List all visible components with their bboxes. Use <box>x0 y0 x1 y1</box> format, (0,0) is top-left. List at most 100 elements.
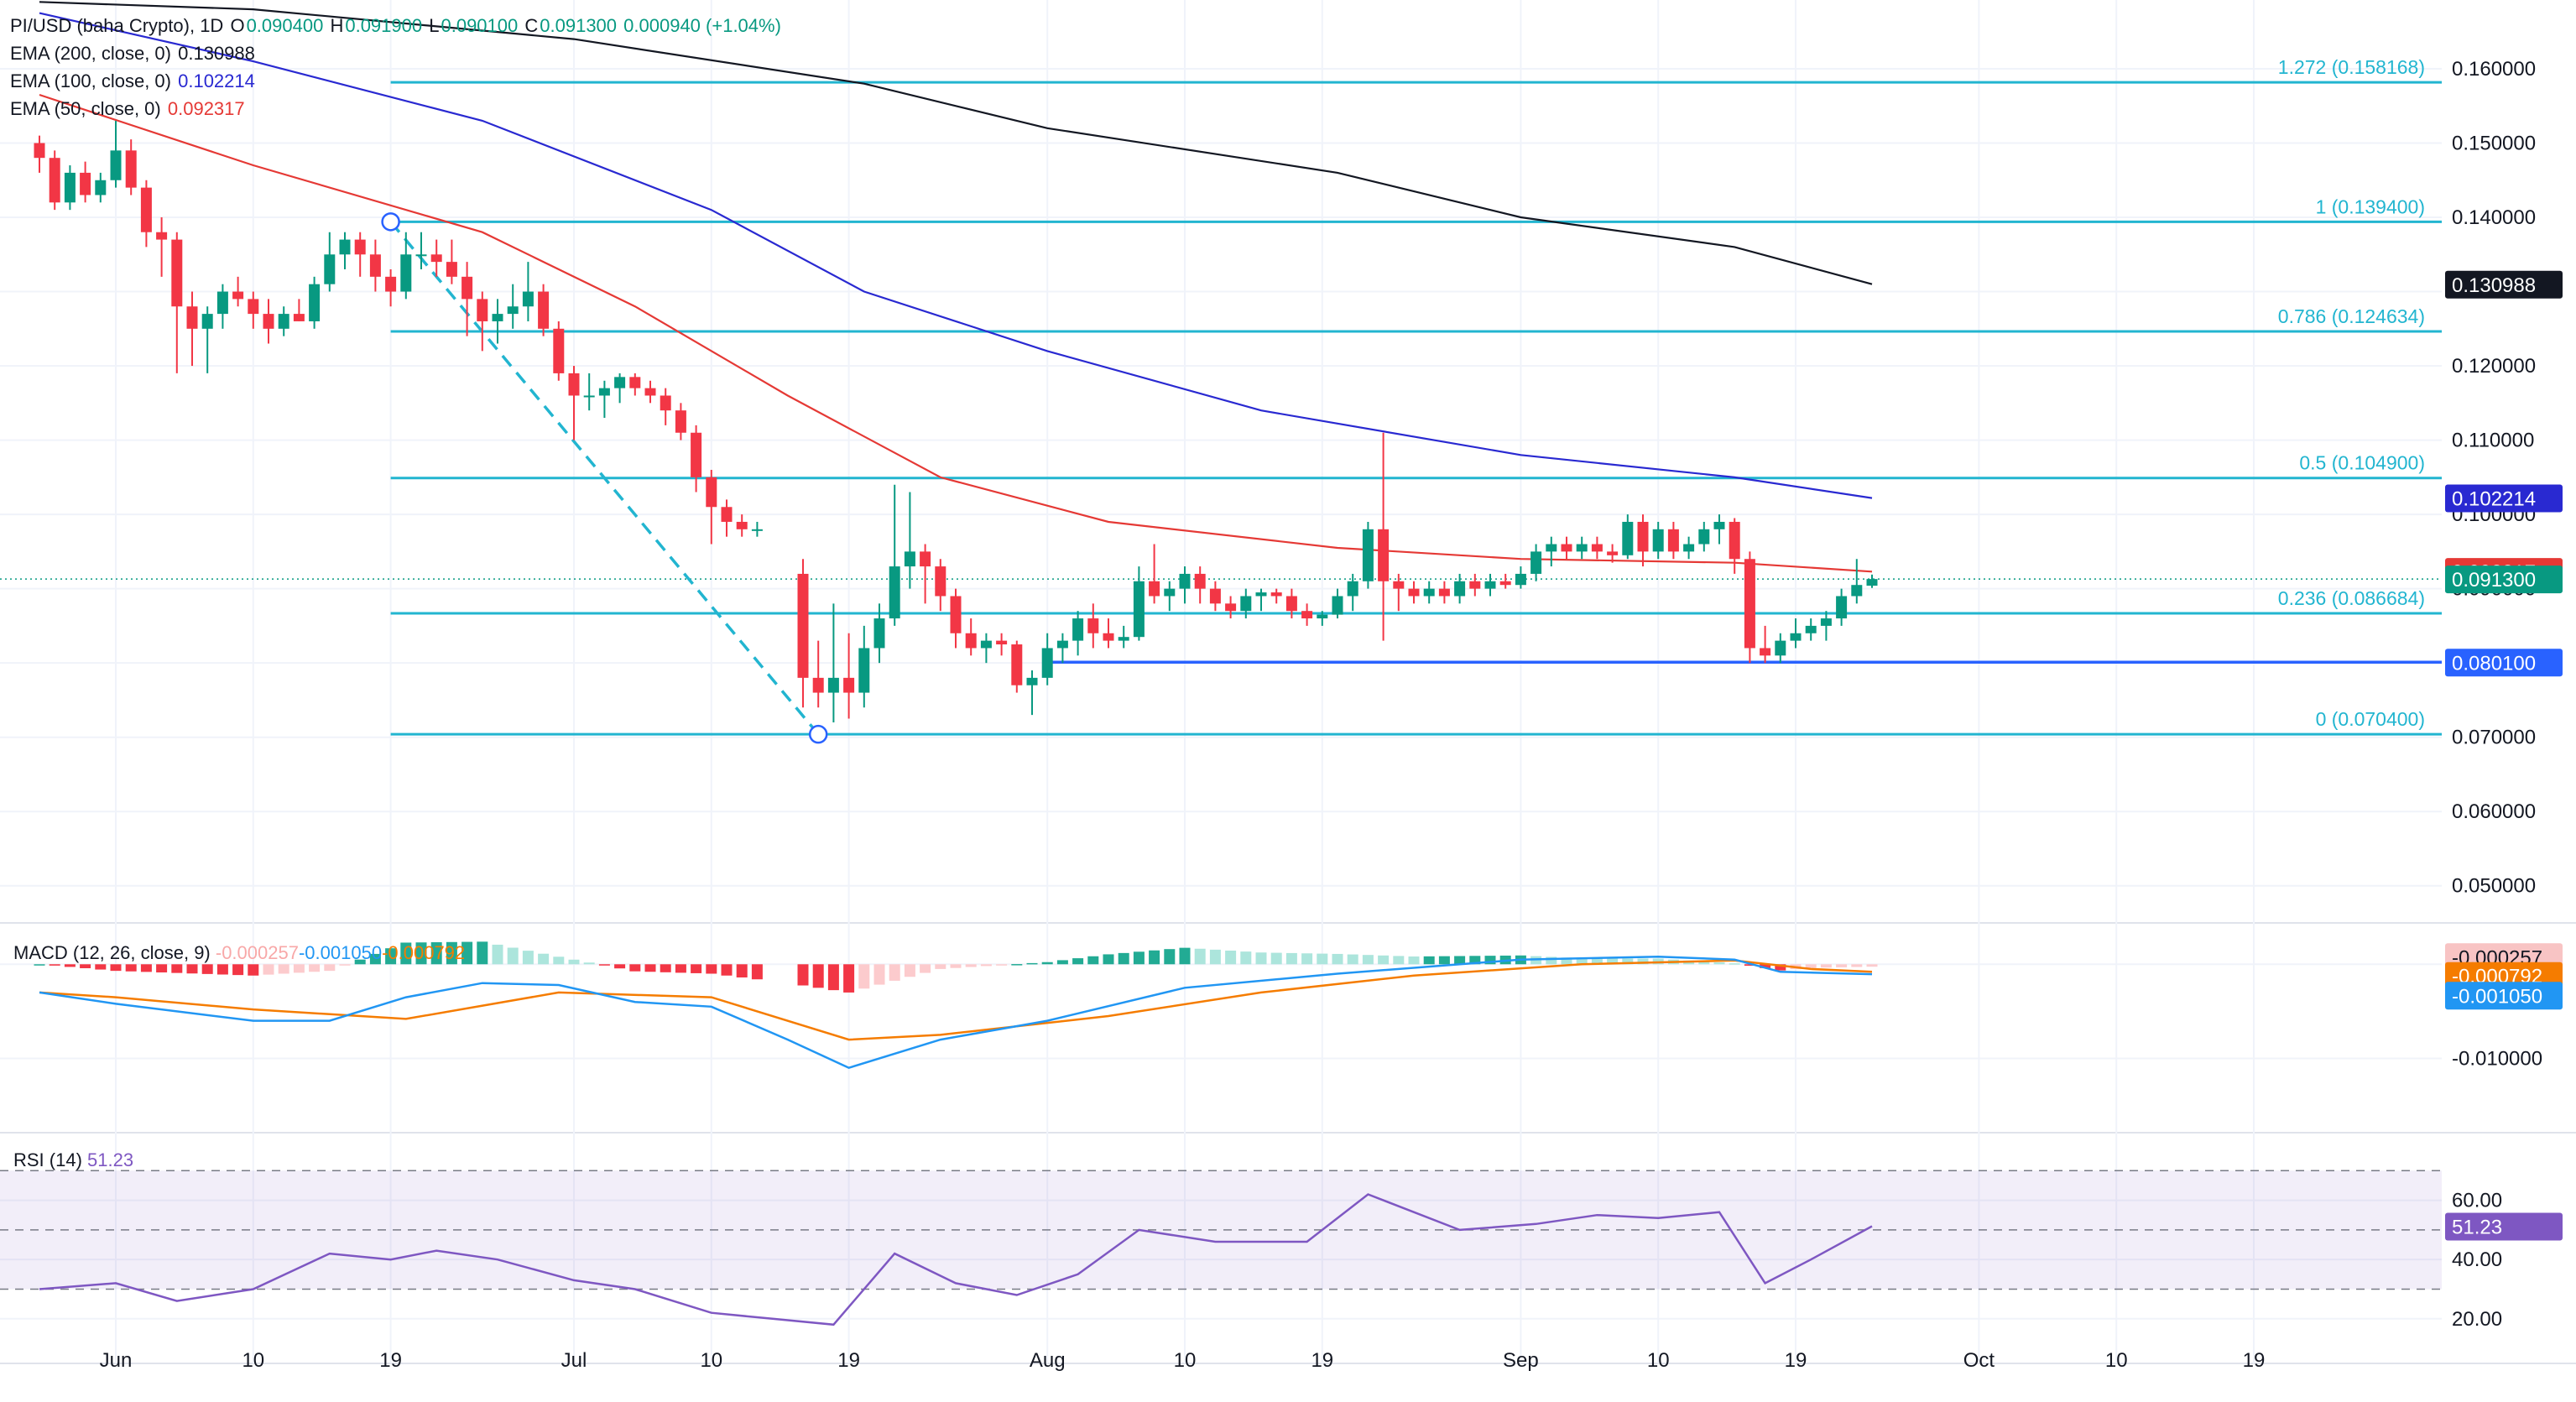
candle-body <box>1530 551 1542 574</box>
macd-histogram-bar <box>1285 952 1297 965</box>
macd-histogram-bar <box>583 962 595 965</box>
candle-body <box>1209 588 1221 604</box>
price-tick-label: 0.140000 <box>2452 206 2536 229</box>
candle-body <box>1546 544 1557 552</box>
candle-body <box>965 633 977 649</box>
time-tick-label: 10 <box>242 1349 264 1372</box>
candle-body <box>339 239 351 255</box>
candle-body <box>644 388 656 396</box>
candle-body <box>354 239 366 255</box>
candle-body <box>1561 544 1572 552</box>
ema-line <box>39 1 1873 285</box>
rsi-tick-label: 20.00 <box>2452 1308 2502 1331</box>
macd-histogram-bar <box>706 964 717 974</box>
macd-histogram-bar <box>354 959 366 965</box>
price-axis-label: 0.091300 <box>2452 569 2536 592</box>
candle-body <box>1164 588 1176 597</box>
macd-histogram-bar <box>675 964 686 973</box>
price-axis-label-bg <box>2445 270 2563 299</box>
ohlc-row: PI/USD (baha Crypto), 1D O0.090400 H0.09… <box>10 12 783 39</box>
rsi-band <box>0 1170 2442 1290</box>
macd-histogram-bar <box>400 942 412 965</box>
macd-histogram-bar <box>248 964 259 976</box>
candle-body <box>1041 648 1053 678</box>
macd-pane <box>34 941 1878 1070</box>
fib-anchor-handle <box>808 724 828 744</box>
ema50-legend[interactable]: EMA (50, close, 0) 0.092317 <box>10 95 783 122</box>
macd-histogram-bar <box>1317 953 1328 965</box>
candle-body <box>1820 618 1832 626</box>
rsi-tick-label: 60.00 <box>2452 1190 2502 1212</box>
price-tick-label: 0.060000 <box>2452 800 2536 823</box>
candle-body <box>1393 581 1405 589</box>
macd-histogram-bar <box>507 947 519 965</box>
candle-body <box>1332 596 1343 615</box>
time-tick-label: 19 <box>379 1349 402 1372</box>
candle-body <box>1225 603 1237 612</box>
macd-histogram-bar <box>858 964 870 989</box>
time-tick-label: 10 <box>1647 1349 1670 1372</box>
macd-legend[interactable]: MACD (12, 26, close, 9) -0.000257-0.0010… <box>13 939 465 967</box>
candle-body <box>461 276 473 300</box>
macd-histogram-bar <box>935 964 946 969</box>
high-value: 0.091900 <box>345 15 423 36</box>
candle-body <box>1026 677 1038 685</box>
macd-histogram-bar <box>980 964 992 967</box>
candle-body <box>1622 521 1634 555</box>
low-value: 0.090100 <box>441 15 519 36</box>
candle-body <box>1469 581 1481 589</box>
candle-body <box>49 158 60 203</box>
macd-histogram-bar <box>1820 964 1832 968</box>
time-tick-label: Oct <box>1963 1349 1995 1372</box>
macd-histogram-bar <box>1713 962 1725 965</box>
fib-level-label: 1 (0.139400) <box>2316 195 2425 217</box>
time-axis: Jun 10 19 Jul 10 19 Aug 10 19 Sep 10 19 Oct 10 19 <box>100 1349 2266 1372</box>
candle-body <box>1072 618 1084 641</box>
candle-body <box>1408 588 1420 597</box>
macd-histogram-bar <box>1622 958 1634 965</box>
price-tick-label: 0.150000 <box>2452 132 2536 154</box>
macd-label: MACD (12, 26, close, 9) <box>13 942 211 963</box>
macd-histogram-bar <box>1454 956 1466 965</box>
fib-retracement[interactable]: 1.272 (0.158168) 1 (0.139400) 0.786 (0.124… <box>381 56 2442 744</box>
candle-body <box>736 521 748 529</box>
close-value: 0.091300 <box>540 15 618 36</box>
ema200-legend[interactable]: EMA (200, close, 0) 0.130988 <box>10 39 783 67</box>
macd-histogram-bar <box>324 964 336 972</box>
candle-body <box>1637 521 1649 552</box>
macd-histogram-bar <box>1438 956 1450 965</box>
candle-body <box>889 566 900 619</box>
time-tick-label: 10 <box>1174 1349 1197 1372</box>
candle-body <box>1285 596 1297 612</box>
candle-body <box>751 529 763 531</box>
macd-histogram-bar <box>201 964 213 974</box>
macd-histogram-bar <box>1026 962 1038 965</box>
candle-body <box>1805 625 1817 633</box>
price-axis-label: 0.102214 <box>2452 488 2536 511</box>
macd-histogram-bar <box>1133 951 1145 965</box>
time-tick-label: Jul <box>561 1349 587 1372</box>
fib-level-label: 0.786 (0.124634) <box>2278 305 2425 327</box>
candle-body <box>920 551 931 567</box>
price-tick-label: 0.070000 <box>2452 727 2536 749</box>
macd-histogram-bar <box>614 964 626 969</box>
open-value: 0.090400 <box>246 15 324 36</box>
rsi-legend[interactable]: RSI (14) 51.23 <box>13 1146 133 1174</box>
ema-lines <box>39 1 1873 573</box>
candles[interactable] <box>34 120 1878 722</box>
macd-histogram-bar <box>751 964 763 980</box>
macd-histogram-bar <box>1041 962 1053 965</box>
candle-body <box>1149 581 1160 597</box>
price-axis-label: 0.130988 <box>2452 274 2536 297</box>
macd-histogram-bar <box>721 964 733 976</box>
macd-histogram-bar <box>278 964 289 974</box>
fib-level-label: 0.5 (0.104900) <box>2299 452 2425 474</box>
ema100-label: EMA (100, close, 0) <box>10 70 171 91</box>
candle-body <box>935 566 946 597</box>
macd-histogram-bar <box>1149 950 1160 965</box>
ema100-legend[interactable]: EMA (100, close, 0) 0.102214 <box>10 67 783 95</box>
macd-histogram-bar <box>1362 955 1374 965</box>
macd-histogram-bar <box>950 964 962 968</box>
macd-histogram-bar <box>1255 952 1267 965</box>
